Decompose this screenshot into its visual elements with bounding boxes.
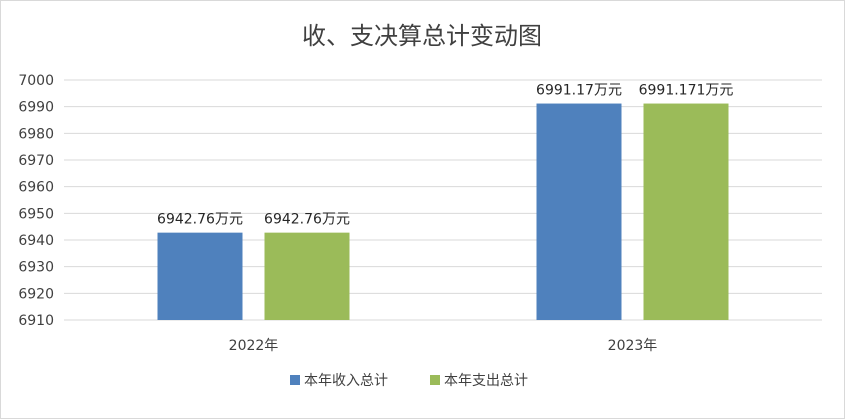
y-tick-label: 6980 (18, 126, 54, 142)
legend-swatch (430, 375, 440, 385)
data-label: 6942.76万元 (264, 212, 350, 228)
y-tick-label: 6950 (18, 206, 54, 222)
data-labels: 6942.76万元 6942.76万元 6991.17万元 6991.171万元 (157, 83, 733, 228)
y-tick-label: 6970 (18, 153, 54, 169)
y-tick-label: 6960 (18, 180, 54, 196)
data-label: 6991.171万元 (639, 83, 734, 99)
legend-swatch (290, 375, 300, 385)
bar (643, 103, 729, 320)
x-category-label: 2022年 (229, 338, 279, 354)
data-label: 6942.76万元 (157, 212, 243, 228)
legend-label: 本年支出总计 (444, 373, 528, 389)
y-tick-label: 6930 (18, 260, 54, 276)
bar (536, 103, 622, 321)
legend-label: 本年收入总计 (304, 373, 388, 389)
y-tick-label: 6920 (18, 286, 54, 302)
y-tick-label: 6940 (18, 233, 54, 249)
bar (264, 232, 350, 320)
y-axis-ticks: 6910 6920 6930 6940 6950 6960 6970 6980 6990 7000 (18, 73, 54, 329)
data-label: 6991.17万元 (536, 83, 622, 99)
y-tick-label: 6910 (18, 313, 54, 329)
y-tick-label: 6990 (18, 100, 54, 116)
x-category-label: 2023年 (608, 338, 658, 354)
bar (157, 232, 243, 320)
x-axis-categories: 2022年 2023年 (229, 338, 658, 354)
chart-title: 收、支决算总计变动图 (302, 22, 542, 50)
legend: 本年收入总计 本年支出总计 (290, 373, 528, 389)
bars (157, 103, 729, 321)
y-tick-label: 7000 (18, 73, 54, 89)
